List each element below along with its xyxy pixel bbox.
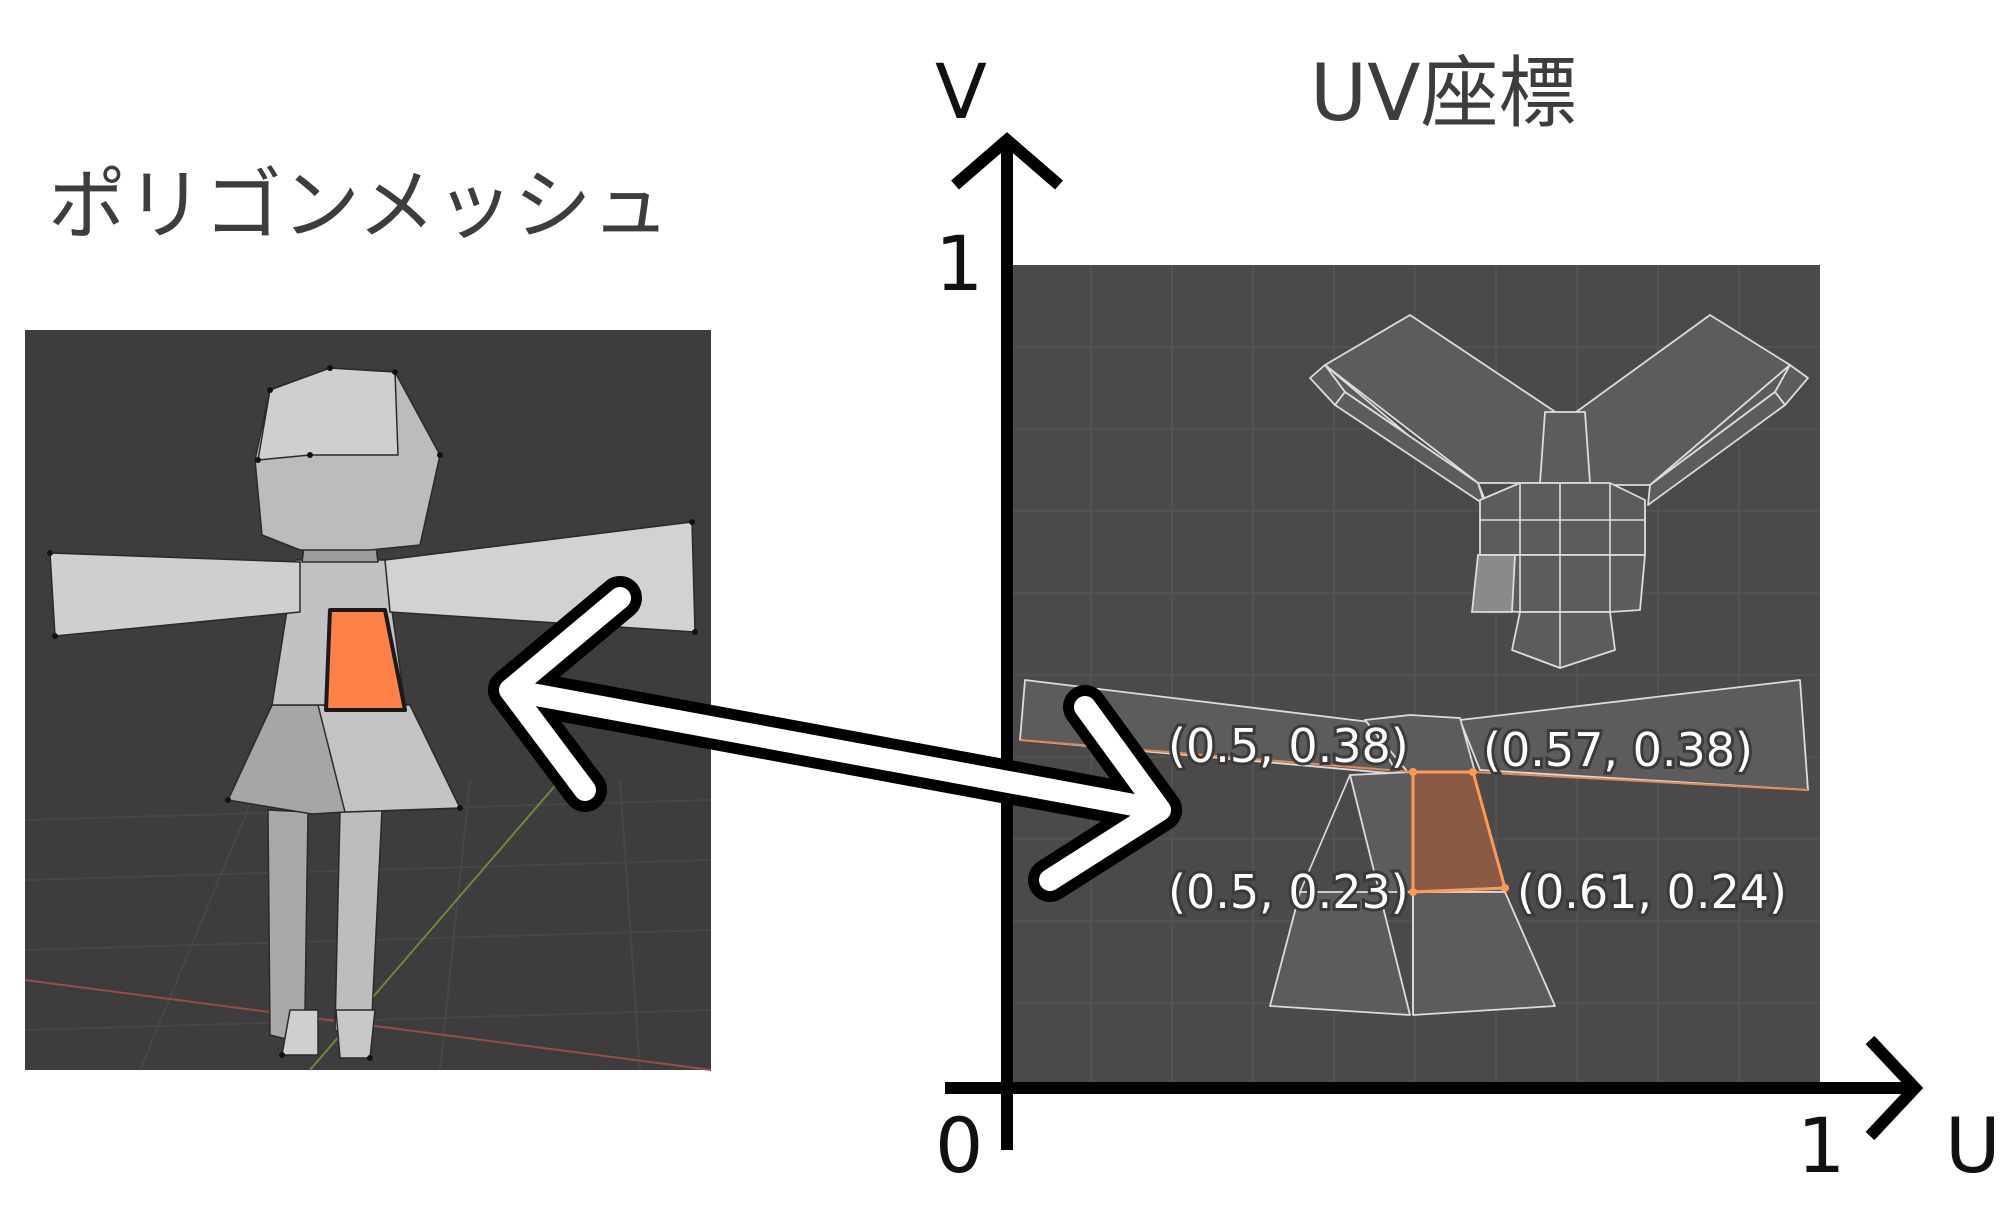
u-axis-arrowhead	[1865, 1035, 1924, 1141]
uv-island-lower	[1019, 679, 1809, 1016]
mapping-arrow	[488, 576, 1182, 902]
uv-axes	[945, 132, 1924, 1150]
uv-editor: (0.5, 0.38) (0.57, 0.38) (0.5, 0.23) (0.…	[1010, 265, 1820, 1085]
mesh-selected-face	[324, 608, 407, 712]
uv-coord-bottom-left: (0.5, 0.23)	[1168, 865, 1409, 919]
mesh-title: ポリゴンメッシュ	[48, 161, 670, 251]
uv-island-upper	[1309, 314, 1809, 669]
uv-small-face	[1471, 554, 1516, 613]
uv-coord-top-left: (0.5, 0.38)	[1168, 719, 1409, 773]
character-mesh	[49, 367, 696, 1059]
mesh-vertices	[47, 365, 698, 1061]
v-one-label: 1	[935, 219, 983, 308]
uv-coord-top-right: (0.57, 0.38)	[1483, 723, 1753, 777]
uv-coord-bottom-right: (0.61, 0.24)	[1517, 865, 1787, 919]
origin-label: 0	[935, 1101, 983, 1190]
v-axis-label: V	[935, 47, 987, 136]
u-one-label: 1	[1797, 1101, 1845, 1190]
v-axis-arrowhead	[951, 132, 1063, 190]
u-axis-label: U	[1945, 1101, 2000, 1190]
uv-title: UV座標	[1310, 49, 1576, 139]
